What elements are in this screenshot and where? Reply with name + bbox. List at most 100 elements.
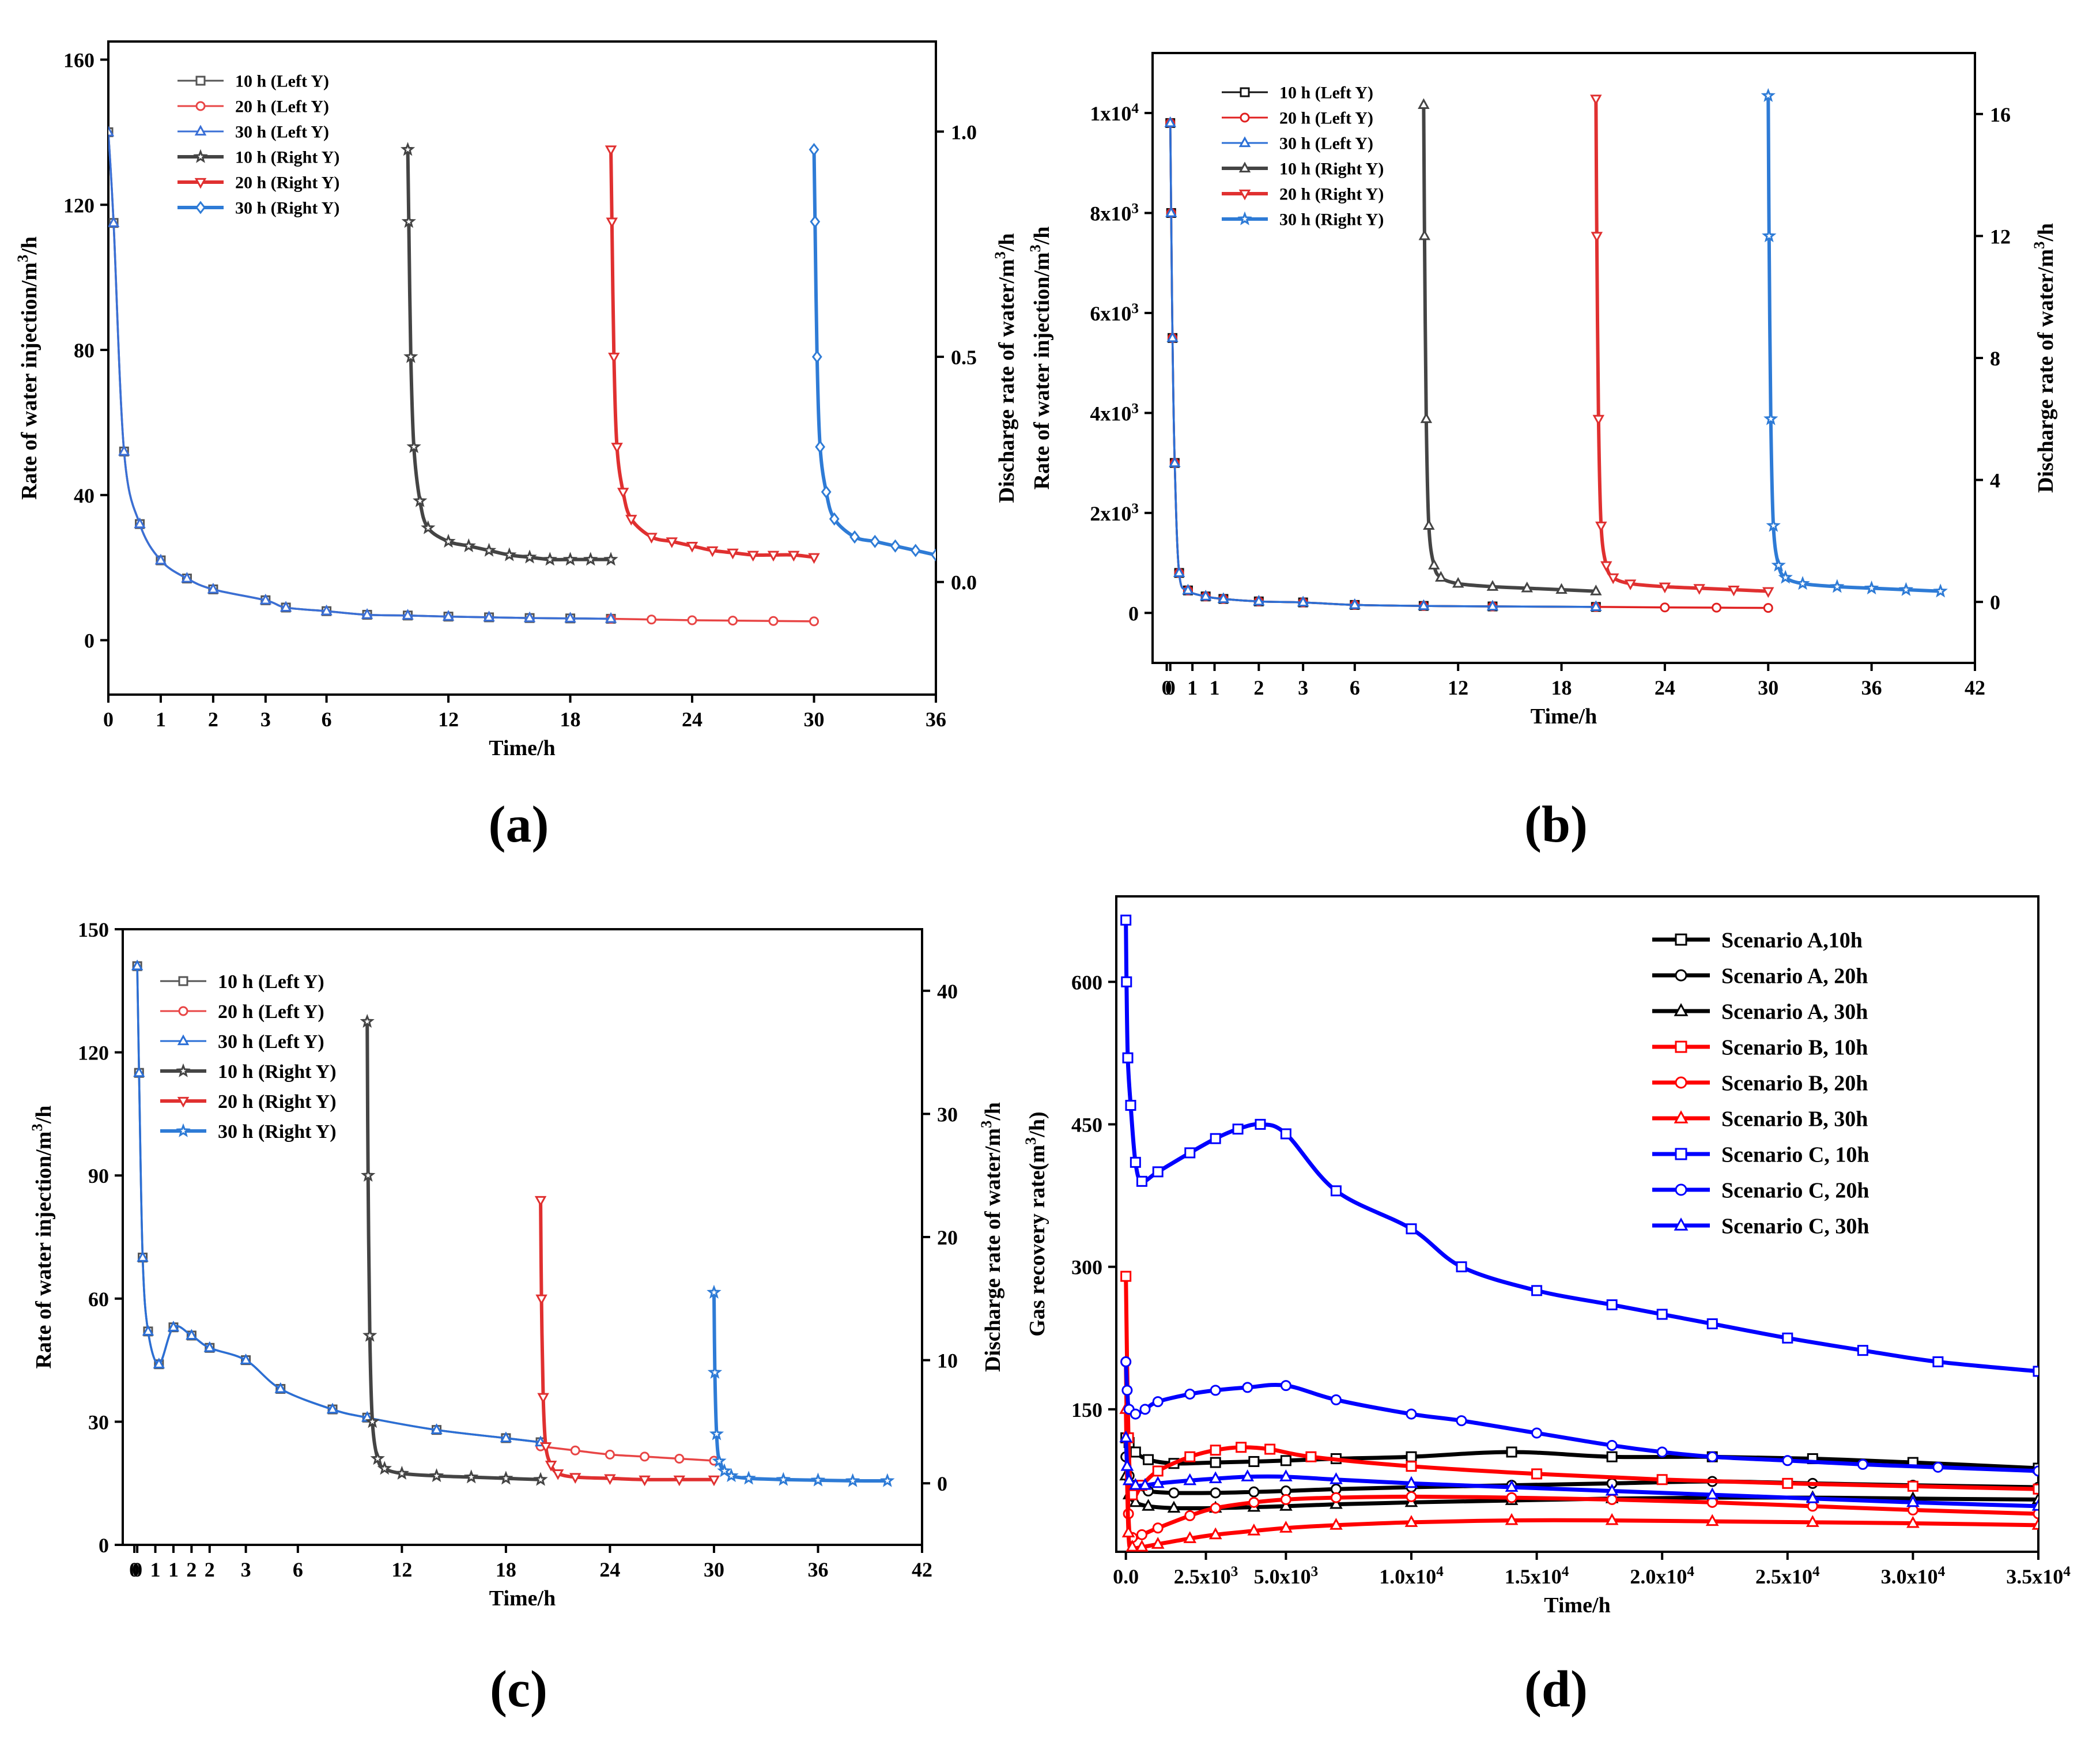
data-point — [1236, 1442, 1247, 1453]
legend-label: Scenario A, 20h — [1721, 964, 1868, 988]
data-point — [1128, 1477, 1142, 1490]
data-point — [741, 1470, 756, 1485]
legend: 10 h (Left Y) 20 h (Left Y) 30 h (Left Y) 1… — [1222, 84, 1384, 229]
data-point — [1125, 1100, 1136, 1111]
data-point — [442, 610, 455, 621]
data-point — [186, 1329, 198, 1340]
data-point — [1418, 229, 1431, 240]
data-point — [1128, 1495, 1142, 1507]
legend-swatch-marker — [194, 125, 207, 136]
legend-label: 20 h (Left Y) — [218, 1001, 324, 1023]
data-point — [153, 1358, 165, 1368]
data-point — [1605, 1513, 1619, 1525]
y-tick-label: 450 — [1071, 1113, 1102, 1136]
data-point — [647, 614, 657, 625]
data-point — [1199, 590, 1212, 601]
legend-label: Scenario C, 10h — [1721, 1143, 1869, 1167]
data-point — [320, 604, 333, 616]
legend-swatch-marker — [176, 1063, 191, 1077]
x-tick-label: 3.5x104 — [2006, 1564, 2071, 1589]
x-tick-label: 6 — [293, 1558, 303, 1581]
legend-label: 10 h (Right Y) — [1279, 160, 1384, 179]
y-axis-title-left: Gas recovery rate(m3/h) — [1022, 1111, 1049, 1336]
data-point — [687, 615, 697, 625]
data-point — [1606, 1299, 1618, 1311]
y-right-tick-label: 12 — [1990, 225, 2011, 248]
data-point — [1330, 1394, 1342, 1405]
data-point — [483, 610, 495, 622]
data-point — [1932, 1356, 1944, 1367]
data-point — [1253, 594, 1265, 606]
legend-swatch-marker — [195, 201, 206, 214]
data-point — [361, 608, 373, 619]
data-point — [421, 520, 436, 534]
data-point — [880, 1473, 895, 1487]
data-point — [1606, 1451, 1618, 1462]
data-point — [1184, 1388, 1196, 1400]
data-point — [611, 443, 623, 454]
legend-swatch-marker — [1238, 136, 1251, 148]
series-group — [1119, 914, 2038, 1552]
data-point — [1857, 1345, 1868, 1356]
data-point — [1121, 976, 1132, 987]
data-point — [1762, 228, 1777, 243]
data-point — [1486, 599, 1499, 611]
series-line — [108, 132, 611, 620]
data-point — [1435, 571, 1447, 582]
data-point — [1135, 1540, 1149, 1552]
data-point — [1183, 1473, 1197, 1485]
data-point — [203, 1341, 216, 1352]
data-point — [400, 142, 416, 156]
x-tick-label: 24 — [1655, 676, 1675, 699]
legend-label: 10 h (Right Y) — [235, 148, 339, 167]
data-point — [131, 959, 143, 971]
data-point — [1255, 1118, 1266, 1130]
data-point — [1184, 1510, 1196, 1521]
series-group — [131, 959, 895, 1487]
data-point — [360, 1013, 375, 1028]
x-tick-label: 3.0x104 — [1881, 1564, 1946, 1589]
data-point — [1143, 1454, 1154, 1465]
y-tick-label: 90 — [88, 1164, 109, 1187]
series-line — [365, 1021, 541, 1481]
legend-label: Scenario B, 10h — [1721, 1035, 1868, 1059]
data-point — [1279, 1469, 1293, 1481]
data-point — [1330, 1518, 1343, 1530]
data-point — [747, 550, 760, 562]
x-axis-title: Time/h — [1544, 1593, 1610, 1617]
data-point — [461, 538, 477, 552]
y-tick-label: 2x103 — [1090, 500, 1139, 525]
x-tick-label: 42 — [912, 1558, 932, 1581]
legend-label: 10 h (Left Y) — [1279, 84, 1373, 103]
data-point — [537, 1393, 549, 1404]
data-point — [1248, 1496, 1260, 1508]
data-point — [1242, 1382, 1253, 1393]
data-point — [564, 612, 576, 623]
panel-label: (c) — [490, 1661, 547, 1718]
legend-swatch-marker — [1675, 933, 1687, 946]
y-right-tick-label: 40 — [937, 980, 958, 1003]
data-point — [1264, 1443, 1276, 1455]
data-point — [1590, 95, 1602, 105]
data-point — [1305, 1451, 1317, 1462]
data-point — [1659, 582, 1671, 594]
x-tick-label: 36 — [807, 1558, 828, 1581]
data-point — [133, 1066, 145, 1077]
x-tick-label: 18 — [1551, 676, 1572, 699]
x-tick-label: 2 — [186, 1558, 197, 1581]
data-point — [625, 515, 637, 526]
data-point — [441, 533, 456, 548]
data-point — [1151, 1537, 1165, 1549]
data-point — [1763, 411, 1778, 425]
data-point — [1122, 1052, 1134, 1064]
y-tick-label: 160 — [63, 48, 95, 71]
data-point — [809, 616, 819, 627]
data-point — [1766, 518, 1781, 532]
data-point — [413, 493, 428, 507]
data-point — [640, 1451, 650, 1462]
data-point — [403, 349, 418, 363]
data-point — [776, 1472, 791, 1486]
data-point — [377, 1461, 392, 1475]
x-tick-label: 1.0x104 — [1379, 1564, 1444, 1589]
data-point — [1428, 559, 1440, 570]
